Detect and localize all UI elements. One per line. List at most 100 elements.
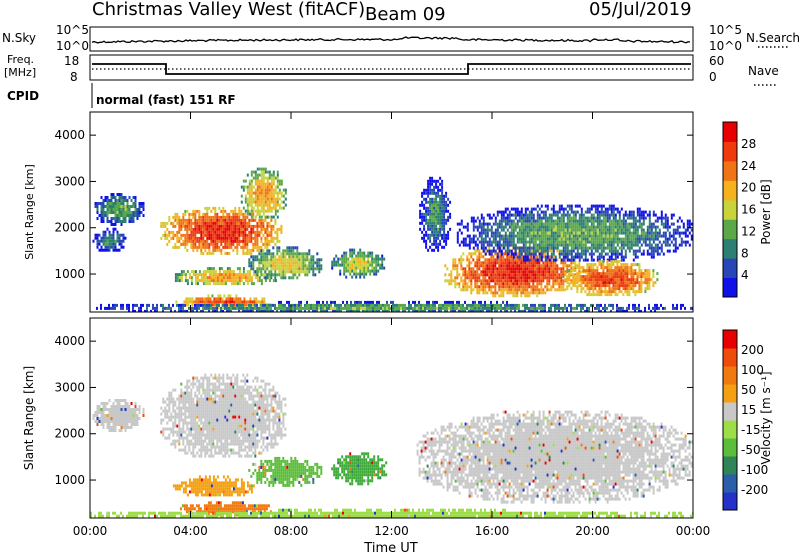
power-cell <box>447 236 450 240</box>
power-cell <box>444 279 447 283</box>
power-cell <box>433 233 436 237</box>
power-cell <box>618 266 621 270</box>
power-cell <box>616 284 619 288</box>
power-cell <box>470 276 473 280</box>
power-cell <box>602 231 605 235</box>
power-cell <box>564 222 567 226</box>
power-cell <box>298 273 301 277</box>
power-cell <box>558 255 561 259</box>
power-cell <box>592 263 595 267</box>
power-cell <box>510 228 513 232</box>
power-cell <box>278 306 280 310</box>
power-cell <box>152 306 154 310</box>
power-cell <box>437 206 440 210</box>
power-cell <box>602 290 605 294</box>
power-cell <box>640 237 643 241</box>
power-cell <box>568 272 571 276</box>
power-cell <box>258 279 261 283</box>
power-cell <box>642 252 645 256</box>
power-cell <box>520 285 523 289</box>
power-cell <box>294 252 297 256</box>
power-cell <box>488 228 491 232</box>
power-cell <box>476 267 479 271</box>
power-cell <box>550 237 553 241</box>
power-cell <box>514 267 517 271</box>
power-cell <box>354 300 356 304</box>
power-cell <box>365 266 368 270</box>
power-cell <box>238 212 241 216</box>
power-cell <box>296 264 299 268</box>
power-cell <box>244 279 247 283</box>
power-cell <box>476 264 479 268</box>
power-cell <box>234 230 237 234</box>
power-cell <box>240 233 243 237</box>
power-cell <box>622 293 625 297</box>
power-cell <box>312 303 314 307</box>
power-cell <box>204 227 207 231</box>
power-cell <box>576 234 579 238</box>
power-cell <box>498 276 501 280</box>
power-cell <box>357 260 360 264</box>
power-cell <box>516 255 519 259</box>
power-cell <box>384 303 386 307</box>
power-cell <box>124 196 127 199</box>
power-cell <box>568 204 571 208</box>
power-cell <box>592 287 595 291</box>
power-cell <box>244 236 247 240</box>
power-cell <box>322 303 324 307</box>
power-cell <box>359 254 362 258</box>
power-cell <box>234 279 237 283</box>
power-cell <box>594 216 597 220</box>
power-cell <box>530 219 533 223</box>
power-cell <box>347 260 350 264</box>
power-cell <box>290 252 293 256</box>
power-cell <box>650 249 653 253</box>
power-cell <box>233 303 236 307</box>
power-cell <box>496 228 499 232</box>
power-cell <box>636 207 639 211</box>
power-cell <box>620 207 623 211</box>
power-cell <box>576 204 579 208</box>
power-cell <box>433 197 436 201</box>
power-cell <box>239 297 242 301</box>
power-cell <box>272 191 275 195</box>
power-cell <box>246 236 249 240</box>
power-cell <box>580 255 583 259</box>
power-cell <box>508 216 511 220</box>
power-cell <box>510 276 513 280</box>
power-cell <box>292 303 294 307</box>
power-cell <box>480 231 483 235</box>
power-cell <box>218 239 221 243</box>
power-cell <box>441 203 444 207</box>
power-cell <box>242 233 245 237</box>
power-cell <box>280 194 283 198</box>
power-cell <box>552 243 555 247</box>
power-cell <box>588 269 591 273</box>
power-cell <box>132 202 135 205</box>
power-cell <box>184 224 187 228</box>
power-cell <box>674 240 677 244</box>
power-cell <box>538 216 541 220</box>
power-cell <box>502 216 505 220</box>
power-cell <box>542 210 545 214</box>
power-cell <box>638 225 641 229</box>
power-cell <box>256 200 259 204</box>
power-cell <box>213 303 216 307</box>
power-cell <box>548 288 551 292</box>
power-cell <box>508 234 511 238</box>
power-cell <box>508 243 511 247</box>
power-cell <box>222 227 225 231</box>
power-cell <box>486 291 489 295</box>
power-cell <box>274 197 277 201</box>
power-cell <box>423 239 426 243</box>
power-cell <box>524 219 527 223</box>
power-cell <box>146 309 148 312</box>
power-cell <box>598 252 601 256</box>
power-cell <box>524 243 527 247</box>
power-cell <box>482 228 485 232</box>
power-cell <box>324 309 326 312</box>
power-cell <box>520 291 523 295</box>
power-cell <box>670 234 673 238</box>
power-cell <box>630 278 633 282</box>
power-cell <box>466 255 469 259</box>
